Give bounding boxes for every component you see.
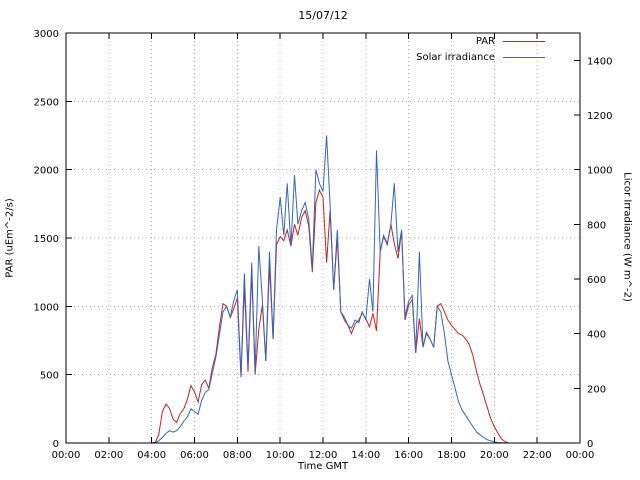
- x-tick-label: 20:00: [480, 450, 509, 461]
- legend: PAR Solar irradiance: [416, 33, 545, 65]
- legend-line-sample-solar-irradiance: [503, 56, 545, 58]
- x-axis-label: Time GMT: [297, 461, 349, 472]
- y-left-tick-label: 2500: [34, 97, 59, 108]
- x-tick-label: 12:00: [309, 450, 338, 461]
- legend-item-par: PAR: [416, 33, 545, 49]
- y-right-tick-label: 200: [587, 384, 606, 395]
- y-right-tick-label: 600: [587, 275, 606, 286]
- y-left-tick-label: 0: [53, 439, 59, 450]
- y-left-tick-label: 1000: [34, 302, 59, 313]
- y-left-tick-label: 3000: [34, 29, 59, 40]
- x-tick-label: 02:00: [94, 450, 123, 461]
- y-right-tick-label: 400: [587, 330, 606, 341]
- x-tick-label: 22:00: [523, 450, 552, 461]
- legend-label-solar-irradiance: Solar irradiance: [416, 51, 495, 63]
- series-line-solar-irradiance: [66, 135, 580, 444]
- x-tick-label: 08:00: [223, 450, 252, 461]
- x-tick-label: 16:00: [394, 450, 423, 461]
- y-left-tick-label: 2000: [34, 166, 59, 177]
- y-left-tick-label: 500: [40, 371, 59, 382]
- x-tick-label: 14:00: [351, 450, 380, 461]
- series-line-par: [66, 188, 580, 444]
- x-tick-label: 10:00: [266, 450, 295, 461]
- y-right-tick-label: 1000: [587, 166, 612, 177]
- y-right-tick-label: 1200: [587, 111, 612, 122]
- y-right-tick-label: 1400: [587, 56, 612, 67]
- legend-label-par: PAR: [475, 35, 495, 47]
- y-right-tick-label: 0: [587, 439, 593, 450]
- x-tick-label: 00:00: [566, 450, 595, 461]
- legend-line-sample-par: [503, 40, 545, 42]
- y-left-tick-label: 1500: [34, 234, 59, 245]
- x-tick-label: 00:00: [52, 450, 81, 461]
- y-right-tick-label: 800: [587, 220, 606, 231]
- x-tick-label: 04:00: [137, 450, 166, 461]
- chart-title: 15/07/12: [298, 9, 348, 22]
- x-tick-label: 06:00: [180, 450, 209, 461]
- legend-item-solar-irradiance: Solar irradiance: [416, 49, 545, 65]
- plot-border: [65, 32, 581, 444]
- x-tick-label: 18:00: [437, 450, 466, 461]
- y-axis-label-right: Licor Irradiance (W m^-2): [621, 172, 633, 302]
- y-axis-label-left: PAR (uEm^-2/s): [4, 198, 16, 278]
